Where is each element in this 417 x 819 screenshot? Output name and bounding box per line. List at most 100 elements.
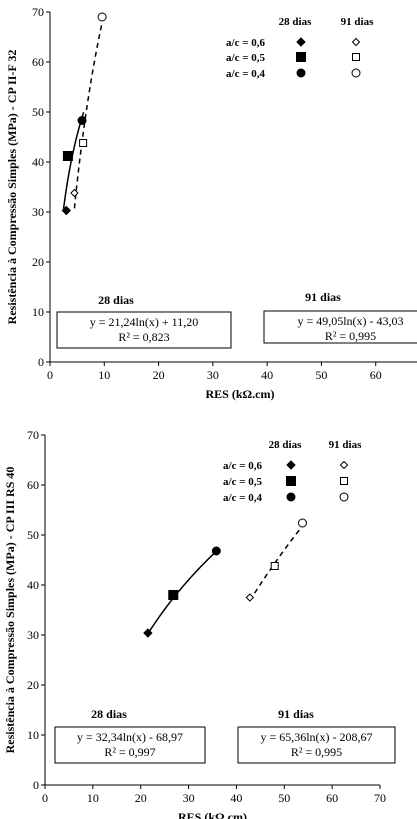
y-tick-label: 70: [27, 428, 39, 442]
legend-marker-91-diamond: [339, 460, 349, 470]
x-axis-label: RES (kΩ.cm): [178, 810, 247, 819]
legend: 28 dias 91 dias a/c = 0,6 a/c = 0,5 a/c = 0,…: [226, 16, 374, 80]
x-tick-label: 60: [370, 368, 382, 382]
data-point-circle: [97, 12, 107, 22]
x-tick-label: 20: [135, 791, 147, 805]
y-tick-label: 20: [27, 678, 39, 692]
legend-row-label: a/c = 0,4: [223, 492, 262, 504]
y-axis-label: Resistência à Compressão Simples (MPa) -…: [3, 467, 17, 754]
legend-row-label: a/c = 0,6: [226, 37, 265, 49]
trend-line: [73, 22, 103, 209]
legend-row-label: a/c = 0,6: [223, 460, 262, 472]
equation-box: [263, 310, 417, 344]
legend-row-label: a/c = 0,4: [226, 68, 265, 80]
data-point-circle: [297, 518, 307, 528]
x-tick-label: 40: [261, 368, 273, 382]
legend-marker-91-circle: [339, 492, 349, 502]
y-tick-label: 30: [27, 628, 39, 642]
chart-2: 0 10 20 30 40 50 60 70 0 10 20 30 40 50 60 70 RES (kΩ.cm…: [3, 428, 396, 819]
data-point-square: [168, 590, 179, 600]
annotation-title: 28 dias: [91, 707, 127, 721]
x-tick-label: 0: [42, 791, 48, 805]
x-tick-label: 10: [87, 791, 99, 805]
y-tick-label: 40: [32, 155, 44, 169]
equation-box: [237, 726, 396, 764]
equation-text: y = 65,36ln(x) - 208,67: [260, 730, 372, 744]
series-91-dias: [70, 12, 107, 209]
legend: 28 dias 91 dias a/c = 0,6 a/c = 0,5 a/c = 0,…: [223, 439, 362, 504]
annotation-title: 28 dias: [98, 293, 134, 307]
legend-marker-28-square: [296, 52, 306, 62]
data-point-square: [270, 562, 279, 570]
data-point-square: [79, 139, 88, 147]
equation-box: [56, 311, 232, 349]
data-point-square: [62, 151, 73, 161]
y-tick-label: 50: [32, 105, 44, 119]
legend-row-label: a/c = 0,5: [226, 52, 265, 64]
legend-header-91-dias: 91 dias: [341, 16, 374, 28]
r-squared-text: R² = 0,823: [118, 330, 169, 344]
annotation-title: 91 dias: [278, 707, 314, 721]
equation-box: [54, 726, 206, 764]
legend-marker-91-circle: [351, 68, 361, 78]
legend-marker-91-diamond: [351, 37, 361, 47]
y-tick-label: 20: [32, 255, 44, 269]
series-28-dias: [143, 546, 221, 638]
data-point-circle: [77, 116, 87, 125]
x-tick-label: 30: [207, 368, 219, 382]
data-point-diamond: [245, 593, 255, 602]
y-tick-label: 50: [27, 528, 39, 542]
legend-header-91-dias: 91 dias: [329, 439, 362, 451]
x-tick-label: 50: [278, 791, 290, 805]
series-91-dias: [245, 518, 307, 602]
trend-line: [147, 550, 217, 635]
y-tick-label: 70: [32, 5, 44, 19]
legend-marker-91-square: [340, 477, 348, 485]
legend-row-label: a/c = 0,5: [223, 476, 262, 488]
data-point-diamond: [61, 205, 71, 216]
legend-marker-28-square: [286, 476, 296, 486]
x-tick-label: 70: [374, 791, 386, 805]
series-28-dias: [61, 112, 87, 216]
y-tick-label: 10: [32, 305, 44, 319]
x-tick-label: 40: [230, 791, 242, 805]
y-tick-label: 60: [27, 478, 39, 492]
annotation-title: 91 dias: [305, 290, 341, 304]
r-squared-text: R² = 0,997: [104, 745, 155, 759]
data-point-diamond: [143, 628, 153, 638]
data-point-circle: [211, 546, 221, 556]
legend-marker-28-diamond: [296, 37, 306, 47]
x-tick-label: 10: [98, 368, 110, 382]
equation-text: y = 21,24ln(x) + 11,20: [90, 315, 198, 329]
x-axis-label: RES (kΩ.cm): [206, 387, 275, 401]
equation-text: y = 32,34ln(x) - 68,97: [77, 730, 183, 744]
legend-marker-28-diamond: [286, 460, 296, 470]
trend-line: [249, 525, 304, 602]
r-squared-text: R² = 0,995: [291, 745, 342, 759]
y-axis-label: Resistência à Compressão Simples (MPa) -…: [5, 50, 19, 325]
legend-marker-28-circle: [296, 68, 306, 78]
y-tick-label: 60: [32, 55, 44, 69]
y-tick-label: 30: [32, 205, 44, 219]
equation-text: y = 49,05ln(x) - 43,03: [297, 314, 403, 328]
x-tick-label: 60: [326, 791, 338, 805]
x-tick-label: 20: [153, 368, 165, 382]
y-tick-label: 0: [38, 355, 44, 369]
y-tick-label: 10: [27, 728, 39, 742]
data-point-diamond: [70, 188, 79, 198]
x-tick-label: 0: [47, 368, 53, 382]
r-squared-text: R² = 0,995: [325, 329, 376, 343]
legend-marker-91-square: [352, 53, 360, 61]
y-tick-label: 0: [33, 778, 39, 792]
legend-header-28-dias: 28 dias: [269, 439, 302, 451]
legend-header-28-dias: 28 dias: [279, 16, 312, 28]
y-tick-label: 40: [27, 578, 39, 592]
legend-marker-28-circle: [286, 492, 296, 502]
x-tick-label: 50: [315, 368, 327, 382]
